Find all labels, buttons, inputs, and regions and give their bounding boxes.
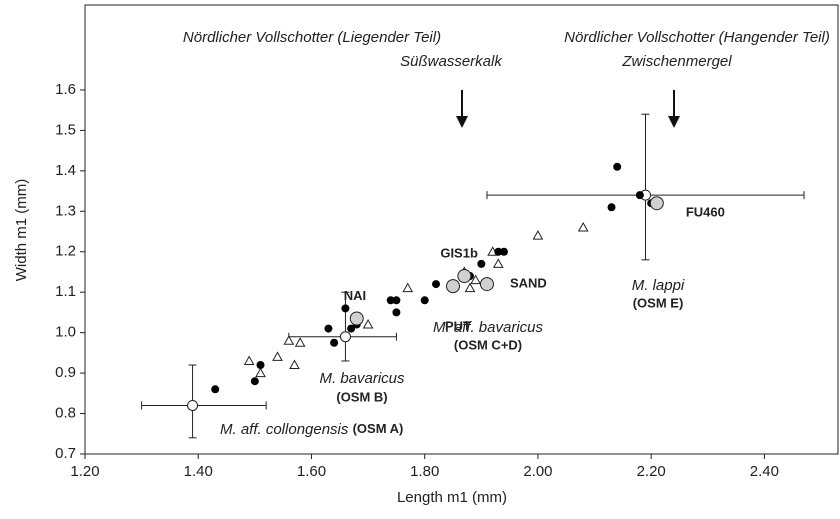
sample-point (479, 277, 494, 292)
dot (494, 247, 503, 256)
y-tick-label: 1.1 (55, 283, 76, 300)
arrow-heads (456, 116, 680, 128)
triangle (464, 282, 476, 293)
x-axis-label: Length m1 (mm) (397, 489, 507, 506)
sample-point (457, 269, 472, 284)
y-tick-label: 1.3 (55, 202, 76, 219)
group-name: M. aff. bavaricus (433, 319, 544, 336)
triangle (492, 258, 504, 268)
dot (477, 259, 486, 268)
sample-label: GIS1b (440, 245, 478, 260)
triangle (272, 351, 283, 361)
triangle (289, 359, 300, 370)
y-tick-label: 1.4 (55, 162, 76, 179)
dot (211, 385, 220, 394)
dot (499, 247, 508, 256)
x-tick-label: 1.20 (70, 463, 99, 480)
dot (324, 324, 333, 333)
arrows (461, 90, 675, 120)
group-name: M. aff. collongensis (220, 421, 349, 438)
x-tick-label: 2.40 (750, 463, 779, 480)
x-tick-label: 1.40 (184, 463, 213, 480)
group-unit: (OSM C+D) (454, 337, 522, 352)
y-tick-label: 0.9 (55, 364, 76, 381)
dot (256, 361, 265, 370)
dot (386, 296, 395, 305)
triangle (283, 335, 295, 345)
dot (392, 308, 401, 317)
dot (432, 280, 441, 289)
sample-point (649, 196, 664, 211)
x-tick-label: 2.20 (637, 463, 666, 480)
triangle (532, 230, 544, 240)
header: Nördlicher Vollschotter (Liegender Teil) (183, 29, 441, 46)
triangle (402, 282, 414, 293)
sample-point (349, 311, 364, 326)
y-tick-label: 1.0 (55, 324, 76, 341)
sample-label: PUT (445, 319, 471, 334)
group-unit: (OSM B) (336, 389, 387, 404)
sample-label: FU460 (686, 205, 725, 220)
y-tick-label: 1.2 (55, 243, 76, 260)
triangle (470, 274, 482, 285)
y-axis-label: Width m1 (mm) (13, 179, 30, 282)
group-label: M. aff. collongensis (OSM A) (220, 421, 403, 438)
dot (392, 296, 401, 305)
dot (347, 324, 356, 333)
plot-frame (84, 4, 839, 455)
group-name: M. lappi (632, 277, 685, 294)
triangle (294, 337, 306, 347)
dot (330, 338, 339, 347)
y-tick-label: 0.7 (55, 445, 76, 462)
triangle (577, 221, 589, 232)
mean-point (339, 331, 351, 343)
x-tick-label: 1.80 (410, 463, 439, 480)
group-name: M. bavaricus (319, 370, 405, 387)
header: Nördlicher Vollschotter (Hangender Teil) (564, 29, 830, 46)
x-tick-label: 1.60 (297, 463, 326, 480)
group-unit: (OSM A) (353, 421, 404, 436)
y-tick-label: 0.8 (55, 405, 76, 422)
y-tick-label: 1.6 (55, 81, 76, 98)
header: Süßwasserkalk (400, 53, 503, 70)
triangle (243, 355, 255, 365)
dot (635, 191, 644, 200)
group-unit: (OSM E) (633, 295, 684, 310)
dot (250, 377, 259, 386)
sample-label: NAI (344, 288, 366, 303)
sample-label: SAND (510, 276, 547, 291)
x-tick-label: 2.00 (523, 463, 552, 480)
dot (341, 304, 350, 313)
dot (607, 203, 616, 212)
y-tick-label: 1.5 (55, 121, 76, 138)
dot (613, 162, 622, 171)
sample-point (446, 279, 461, 294)
triangle (255, 367, 266, 378)
dot (420, 296, 429, 305)
triangle (362, 319, 374, 329)
mean-point (187, 399, 199, 411)
header: Zwischenmergel (621, 53, 732, 70)
